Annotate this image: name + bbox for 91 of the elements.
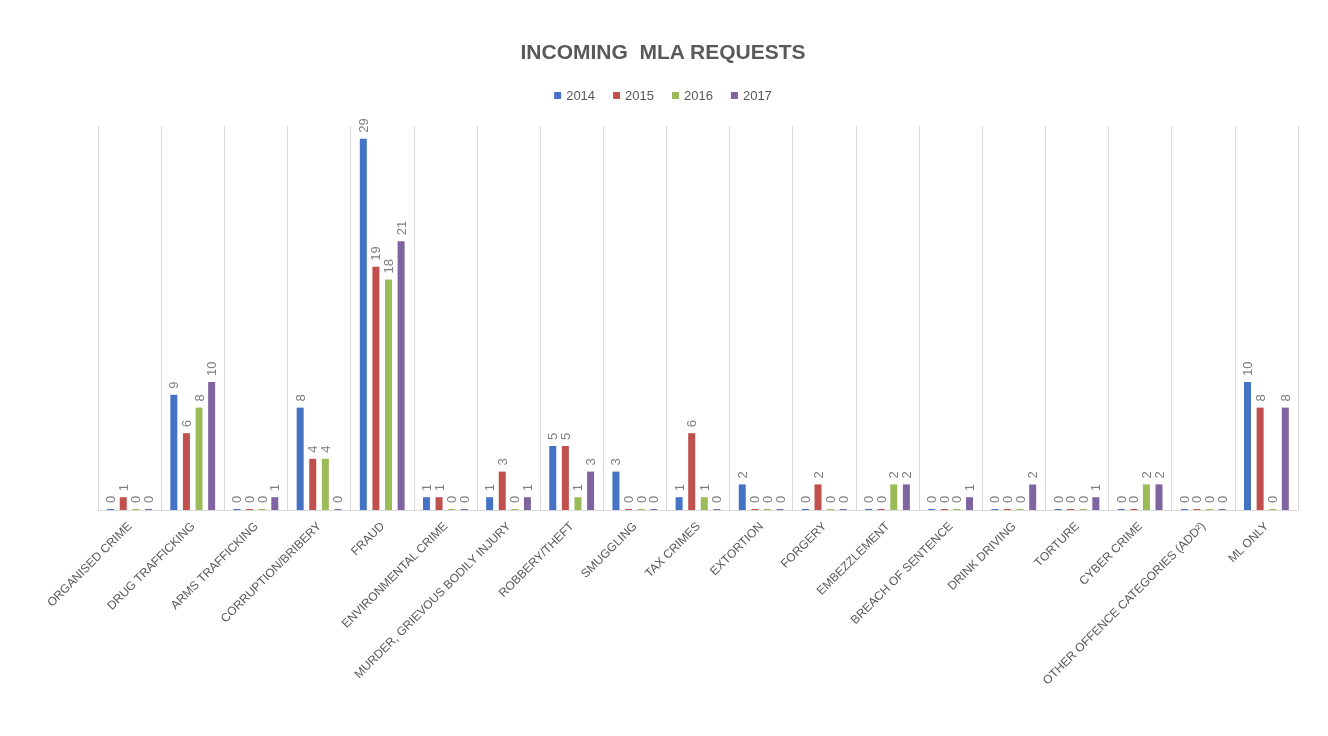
bar: [208, 382, 216, 510]
data-label: 0: [1050, 495, 1066, 503]
legend-label: 2016: [684, 88, 713, 103]
bar: [612, 471, 620, 510]
bar: [890, 484, 898, 510]
data-label: 10: [204, 361, 220, 376]
data-label: 1: [267, 483, 283, 492]
data-label: 0: [797, 495, 813, 503]
bar: [486, 497, 494, 510]
data-label: 0: [1012, 495, 1028, 503]
bar: [195, 407, 203, 510]
data-label: 21: [393, 220, 409, 236]
bar: [902, 484, 910, 510]
data-label: 18: [381, 259, 397, 274]
data-label: 1: [962, 483, 978, 492]
data-label: 6: [178, 419, 194, 428]
data-label: 1: [115, 483, 131, 492]
data-label: 1: [519, 483, 535, 492]
data-label: 10: [1240, 361, 1256, 376]
data-label: 8: [292, 394, 308, 402]
bar: [170, 394, 178, 510]
bar: [296, 407, 304, 510]
bar: [549, 446, 557, 510]
bar: [738, 484, 746, 510]
data-label: 1: [570, 483, 586, 492]
data-label: 0: [229, 495, 245, 503]
data-label: 3: [494, 458, 510, 466]
data-label: 29: [355, 118, 371, 133]
data-label: 0: [949, 495, 965, 503]
data-label: 0: [330, 495, 346, 503]
data-label: 0: [646, 495, 662, 503]
data-label: 8: [1252, 394, 1268, 402]
bar: [309, 458, 317, 510]
bar: [966, 497, 974, 510]
data-label: 0: [507, 495, 523, 503]
bar: [498, 471, 506, 510]
bar: [1256, 407, 1264, 510]
legend-label: 2015: [625, 88, 654, 103]
data-label: 6: [684, 419, 700, 428]
data-label: 0: [1189, 495, 1205, 503]
chart-title: INCOMING MLA REQUESTS: [520, 40, 806, 63]
data-label: 2: [734, 471, 750, 479]
data-label: 3: [583, 458, 599, 466]
data-label: 2: [810, 471, 826, 479]
bar: [372, 266, 380, 510]
bar: [523, 497, 531, 510]
data-label: 0: [1265, 495, 1281, 503]
bar: [182, 433, 190, 510]
data-label: 9: [166, 381, 182, 389]
data-label: 0: [103, 495, 119, 503]
data-label: 1: [671, 483, 687, 492]
bar: [119, 497, 127, 510]
bar: [397, 241, 405, 510]
bar: [1281, 407, 1289, 510]
bar: [1029, 484, 1037, 510]
bar: [561, 446, 569, 510]
bar: [1092, 497, 1100, 510]
data-label: 2: [1138, 471, 1154, 479]
data-label: 2: [1025, 471, 1041, 479]
bar: [385, 279, 393, 510]
data-label: 1: [1088, 483, 1104, 492]
bar: [1155, 484, 1163, 510]
data-label: 0: [1126, 495, 1142, 503]
data-label: 19: [368, 246, 384, 261]
bar: [587, 471, 595, 510]
data-label: 1: [431, 483, 447, 492]
data-label: 0: [1176, 495, 1192, 503]
legend-label: 2017: [742, 88, 772, 103]
bar: [422, 497, 430, 510]
bar: [688, 433, 696, 510]
data-label: 0: [1113, 495, 1129, 503]
bar: [321, 458, 329, 510]
data-label: 1: [482, 483, 498, 492]
data-label: 8: [191, 394, 207, 402]
data-label: 2: [1151, 471, 1167, 479]
data-label: 1: [418, 483, 434, 492]
bar: [1142, 484, 1150, 510]
bar: [1244, 382, 1252, 510]
data-label: 1: [696, 483, 712, 492]
data-label: 3: [608, 458, 624, 466]
legend-label: 2014: [566, 88, 596, 103]
data-label: 0: [709, 495, 725, 503]
bar: [435, 497, 443, 510]
bar: [271, 497, 279, 510]
bar: [574, 497, 582, 510]
bar: [359, 138, 367, 510]
data-label: 0: [772, 495, 788, 503]
bar: [814, 484, 822, 510]
bar: [675, 497, 683, 510]
data-label: 8: [1277, 394, 1293, 402]
bar: [700, 497, 708, 510]
